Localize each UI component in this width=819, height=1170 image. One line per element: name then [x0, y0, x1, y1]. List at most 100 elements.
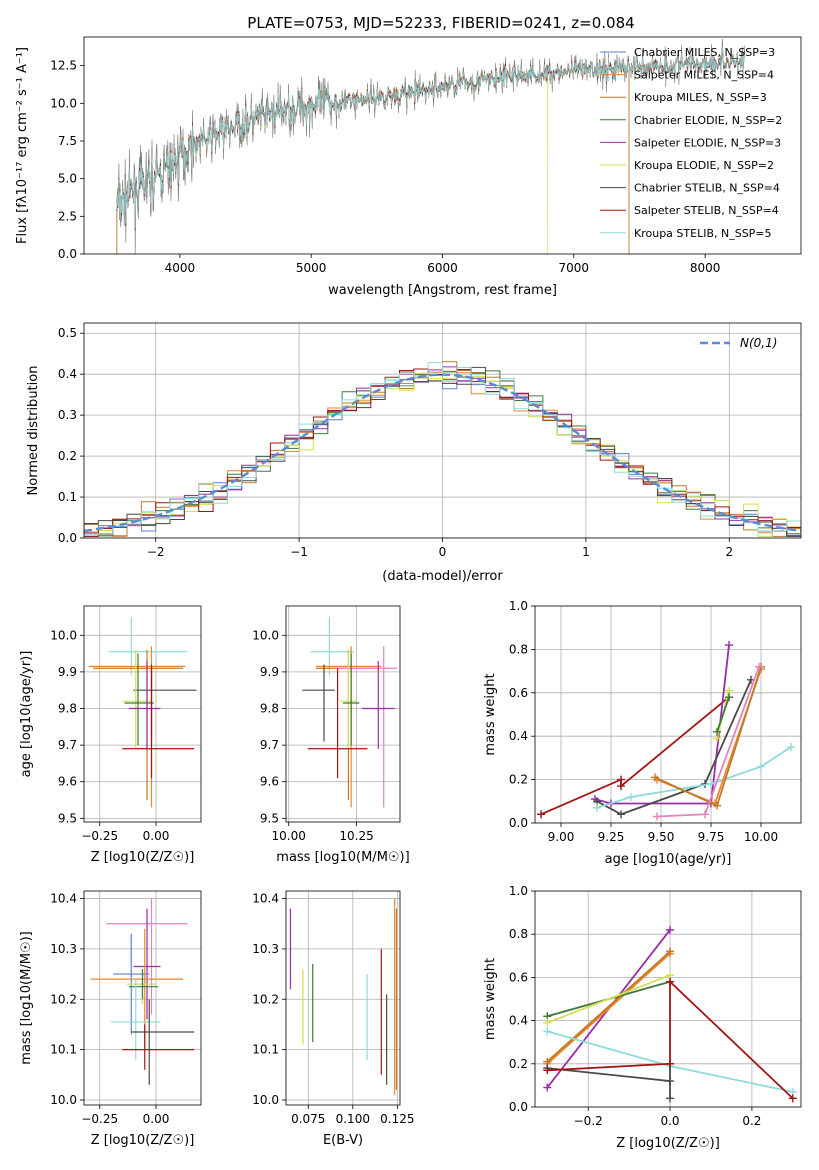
- panel-6: −0.25 0.00 10.0 10.1 10.2 10.3 10.4 Z [log10(Z/…: [19, 890, 202, 1148]
- weight-marker: [543, 1083, 552, 1092]
- y-tick-label: 9.5: [260, 811, 279, 825]
- x-tick-label: 0: [439, 545, 447, 559]
- model-spectrum-9: [116, 46, 745, 229]
- normal-curve: [84, 373, 801, 532]
- weight-line-3: [596, 679, 752, 816]
- errorbar-point-8: [122, 668, 195, 779]
- plot-area: [116, 38, 745, 254]
- y-tick-label: 0.5: [58, 326, 77, 340]
- y-tick-label: 10.3: [50, 942, 77, 956]
- legend-entry: N(0,1): [740, 336, 777, 350]
- x-tick-label: −0.25: [81, 829, 118, 843]
- weight-line-4: [596, 746, 792, 809]
- x-tick-label: 9.50: [648, 830, 675, 844]
- weight-marker: [543, 1018, 552, 1027]
- axes-frame: [83, 36, 802, 255]
- y-axis-label: Normed distribution: [26, 366, 41, 496]
- axes-frame: [83, 890, 202, 1106]
- y-tick-label: 0.0: [509, 1100, 528, 1114]
- x-axis-label: age [log10(age/yr)]: [605, 852, 732, 867]
- y-axis-label: age [log10(age/yr)]: [19, 651, 34, 778]
- legend-entry: Chabrier STELIB, N_SSP=4: [634, 182, 780, 195]
- y-tick-label: 1.0: [509, 599, 528, 613]
- weight-marker: [666, 925, 675, 934]
- x-axis-label: mass [log10(M/M☉)]: [276, 850, 409, 865]
- y-tick-label: 10.4: [50, 892, 77, 906]
- axes-frame: [83, 605, 202, 823]
- weight-marker: [653, 812, 661, 821]
- errorbar-point-7: [111, 979, 161, 1060]
- errorbar-point-8: [131, 999, 195, 1085]
- y-tick-label: 0.4: [509, 729, 528, 743]
- x-tick-label: 2: [725, 545, 733, 559]
- weight-marker: [627, 792, 635, 801]
- weight-marker: [788, 1094, 797, 1103]
- weight-marker: [617, 782, 625, 791]
- weight-marker: [593, 803, 601, 812]
- errorbar-point-1: [310, 616, 354, 676]
- x-tick-label: 0.2: [742, 1114, 761, 1128]
- y-tick-label: 0.0: [58, 531, 77, 545]
- x-tick-label: 5000: [296, 261, 327, 275]
- x-tick-label: 0.0: [660, 1114, 679, 1128]
- x-tick-label: 9.25: [598, 830, 625, 844]
- y-axis-label: mass weight: [483, 958, 498, 1040]
- y-tick-label: 0.2: [509, 1057, 528, 1071]
- weight-marker: [701, 810, 709, 819]
- y-tick-label: 9.5: [58, 811, 77, 825]
- weight-marker: [666, 1077, 675, 1086]
- panel-2: −2 −1 0 1 2 0.0 0.1 0.2 0.3 0.4 0.5 (data-model)/er…: [26, 322, 802, 584]
- y-tick-label: 9.7: [58, 738, 77, 752]
- weight-marker: [713, 801, 721, 810]
- y-tick-label: 10.1: [50, 1043, 77, 1057]
- x-axis-label: Z [log10(Z/Z☉)]: [91, 1133, 195, 1148]
- y-tick-label: 5.0: [58, 172, 77, 186]
- axes-frame: [285, 890, 401, 1106]
- y-tick-label: 2.5: [58, 209, 77, 223]
- errorbar-point-7: [129, 660, 161, 749]
- x-axis-label: E(B-V): [323, 1133, 363, 1148]
- y-tick-label: 9.8: [260, 702, 279, 716]
- x-tick-label: 10.25: [339, 829, 373, 843]
- weight-marker: [543, 1066, 552, 1075]
- x-tick-label: 10.00: [272, 829, 306, 843]
- errorbar-point-6: [129, 969, 159, 1000]
- weight-marker: [757, 762, 765, 771]
- plot-area: [535, 891, 801, 1107]
- panel-7: 0.075 0.100 0.125 10.0 10.1 10.2 10.3 10.4 E(B-V…: [252, 890, 415, 1148]
- errorbar-point-9: [307, 668, 368, 779]
- weight-line-3: [546, 952, 671, 1065]
- legend-entry: Salpeter STELIB, N_SSP=4: [634, 204, 779, 217]
- legend-entry: Kroupa ELODIE, N_SSP=2: [634, 159, 774, 172]
- y-tick-label: 1.0: [509, 884, 528, 898]
- errorbar-point-7: [343, 653, 360, 746]
- y-tick-label: 12.5: [50, 59, 77, 73]
- y-tick-label: 0.3: [58, 408, 77, 422]
- x-tick-label: 7000: [559, 261, 590, 275]
- weight-line-6: [546, 974, 671, 1024]
- plot-area: [286, 606, 400, 822]
- x-tick-label: 6000: [427, 261, 458, 275]
- x-tick-label: −0.2: [574, 1114, 603, 1128]
- legend-entry: Chabrier MILES, N_SSP=3: [634, 46, 775, 59]
- errorbar-point-3: [315, 649, 379, 801]
- y-tick-label: 10.1: [252, 1043, 279, 1057]
- errorbar-point-8: [362, 660, 395, 749]
- y-tick-label: 9.9: [58, 665, 77, 679]
- y-axis-label: mass [log10(M/M☉)]: [19, 931, 34, 1064]
- y-tick-label: 0.4: [58, 367, 77, 381]
- x-tick-label: 0.100: [336, 1112, 370, 1126]
- y-tick-label: 0.0: [58, 247, 77, 261]
- y-tick-label: 0.0: [509, 816, 528, 830]
- x-tick-label: −2: [147, 545, 165, 559]
- chart-title: PLATE=0753, MJD=52233, FIBERID=0241, z=0…: [247, 14, 634, 32]
- weight-line-4: [546, 950, 671, 1063]
- y-tick-label: 0.1: [58, 490, 77, 504]
- errorbar-point-9: [122, 1024, 195, 1070]
- panel-5: 9.00 9.25 9.50 9.75 10.00 0.0 0.2 0.4 0.6 0.8 1.0 a…: [483, 599, 802, 867]
- panel-8: −0.2 0.0 0.2 0.0 0.2 0.4 0.6 0.8 1.0 Z [log10(Z/Z…: [483, 884, 802, 1151]
- y-tick-label: 9.8: [58, 702, 77, 716]
- errorbar-point-2: [133, 908, 161, 1020]
- errorbar-point-1: [108, 616, 188, 676]
- x-tick-label: 0.125: [380, 1112, 414, 1126]
